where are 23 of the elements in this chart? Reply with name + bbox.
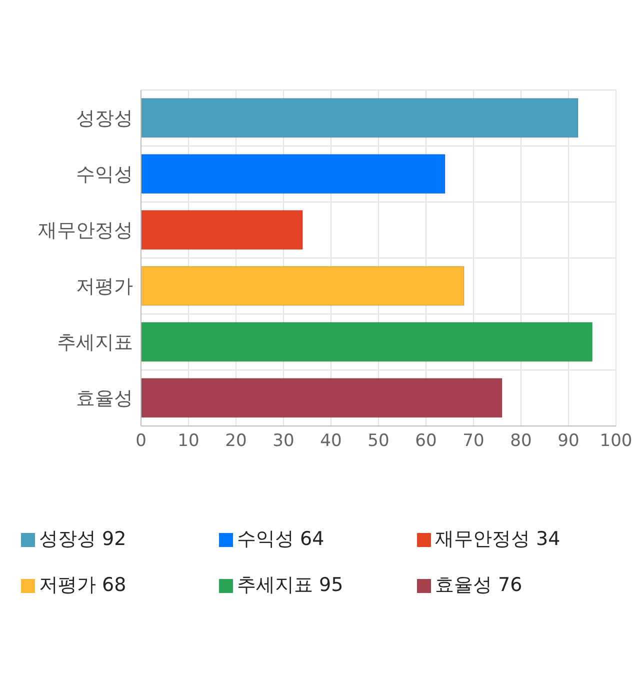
legend-label: 추세지표 95 [237, 574, 344, 596]
y-tick-label: 재무안정성 [38, 220, 133, 242]
legend-label: 수익성 64 [237, 528, 324, 550]
legend-label: 저평가 68 [39, 574, 126, 596]
legend-label: 재무안정성 34 [435, 528, 560, 550]
x-tick-label: 100 [600, 431, 632, 452]
y-tick-label: 수익성 [76, 164, 133, 186]
legend-label: 효율성 76 [435, 574, 522, 596]
x-tick-label: 70 [462, 431, 484, 452]
x-tick-label: 80 [510, 431, 532, 452]
y-tick-label: 성장성 [76, 108, 133, 130]
x-tick-label: 60 [415, 431, 437, 452]
y-tick-label: 저평가 [76, 276, 133, 298]
y-tick-label: 효율성 [76, 388, 133, 410]
y-tick-label: 추세지표 [57, 332, 133, 354]
x-tick-label: 40 [320, 431, 342, 452]
legend-label: 성장성 92 [39, 528, 126, 550]
x-tick-label: 10 [178, 431, 200, 452]
x-tick-label: 90 [558, 431, 580, 452]
x-tick-label: 50 [368, 431, 390, 452]
x-tick-label: 0 [136, 431, 146, 452]
x-tick-label: 20 [225, 431, 247, 452]
x-tick-label: 30 [272, 431, 294, 452]
